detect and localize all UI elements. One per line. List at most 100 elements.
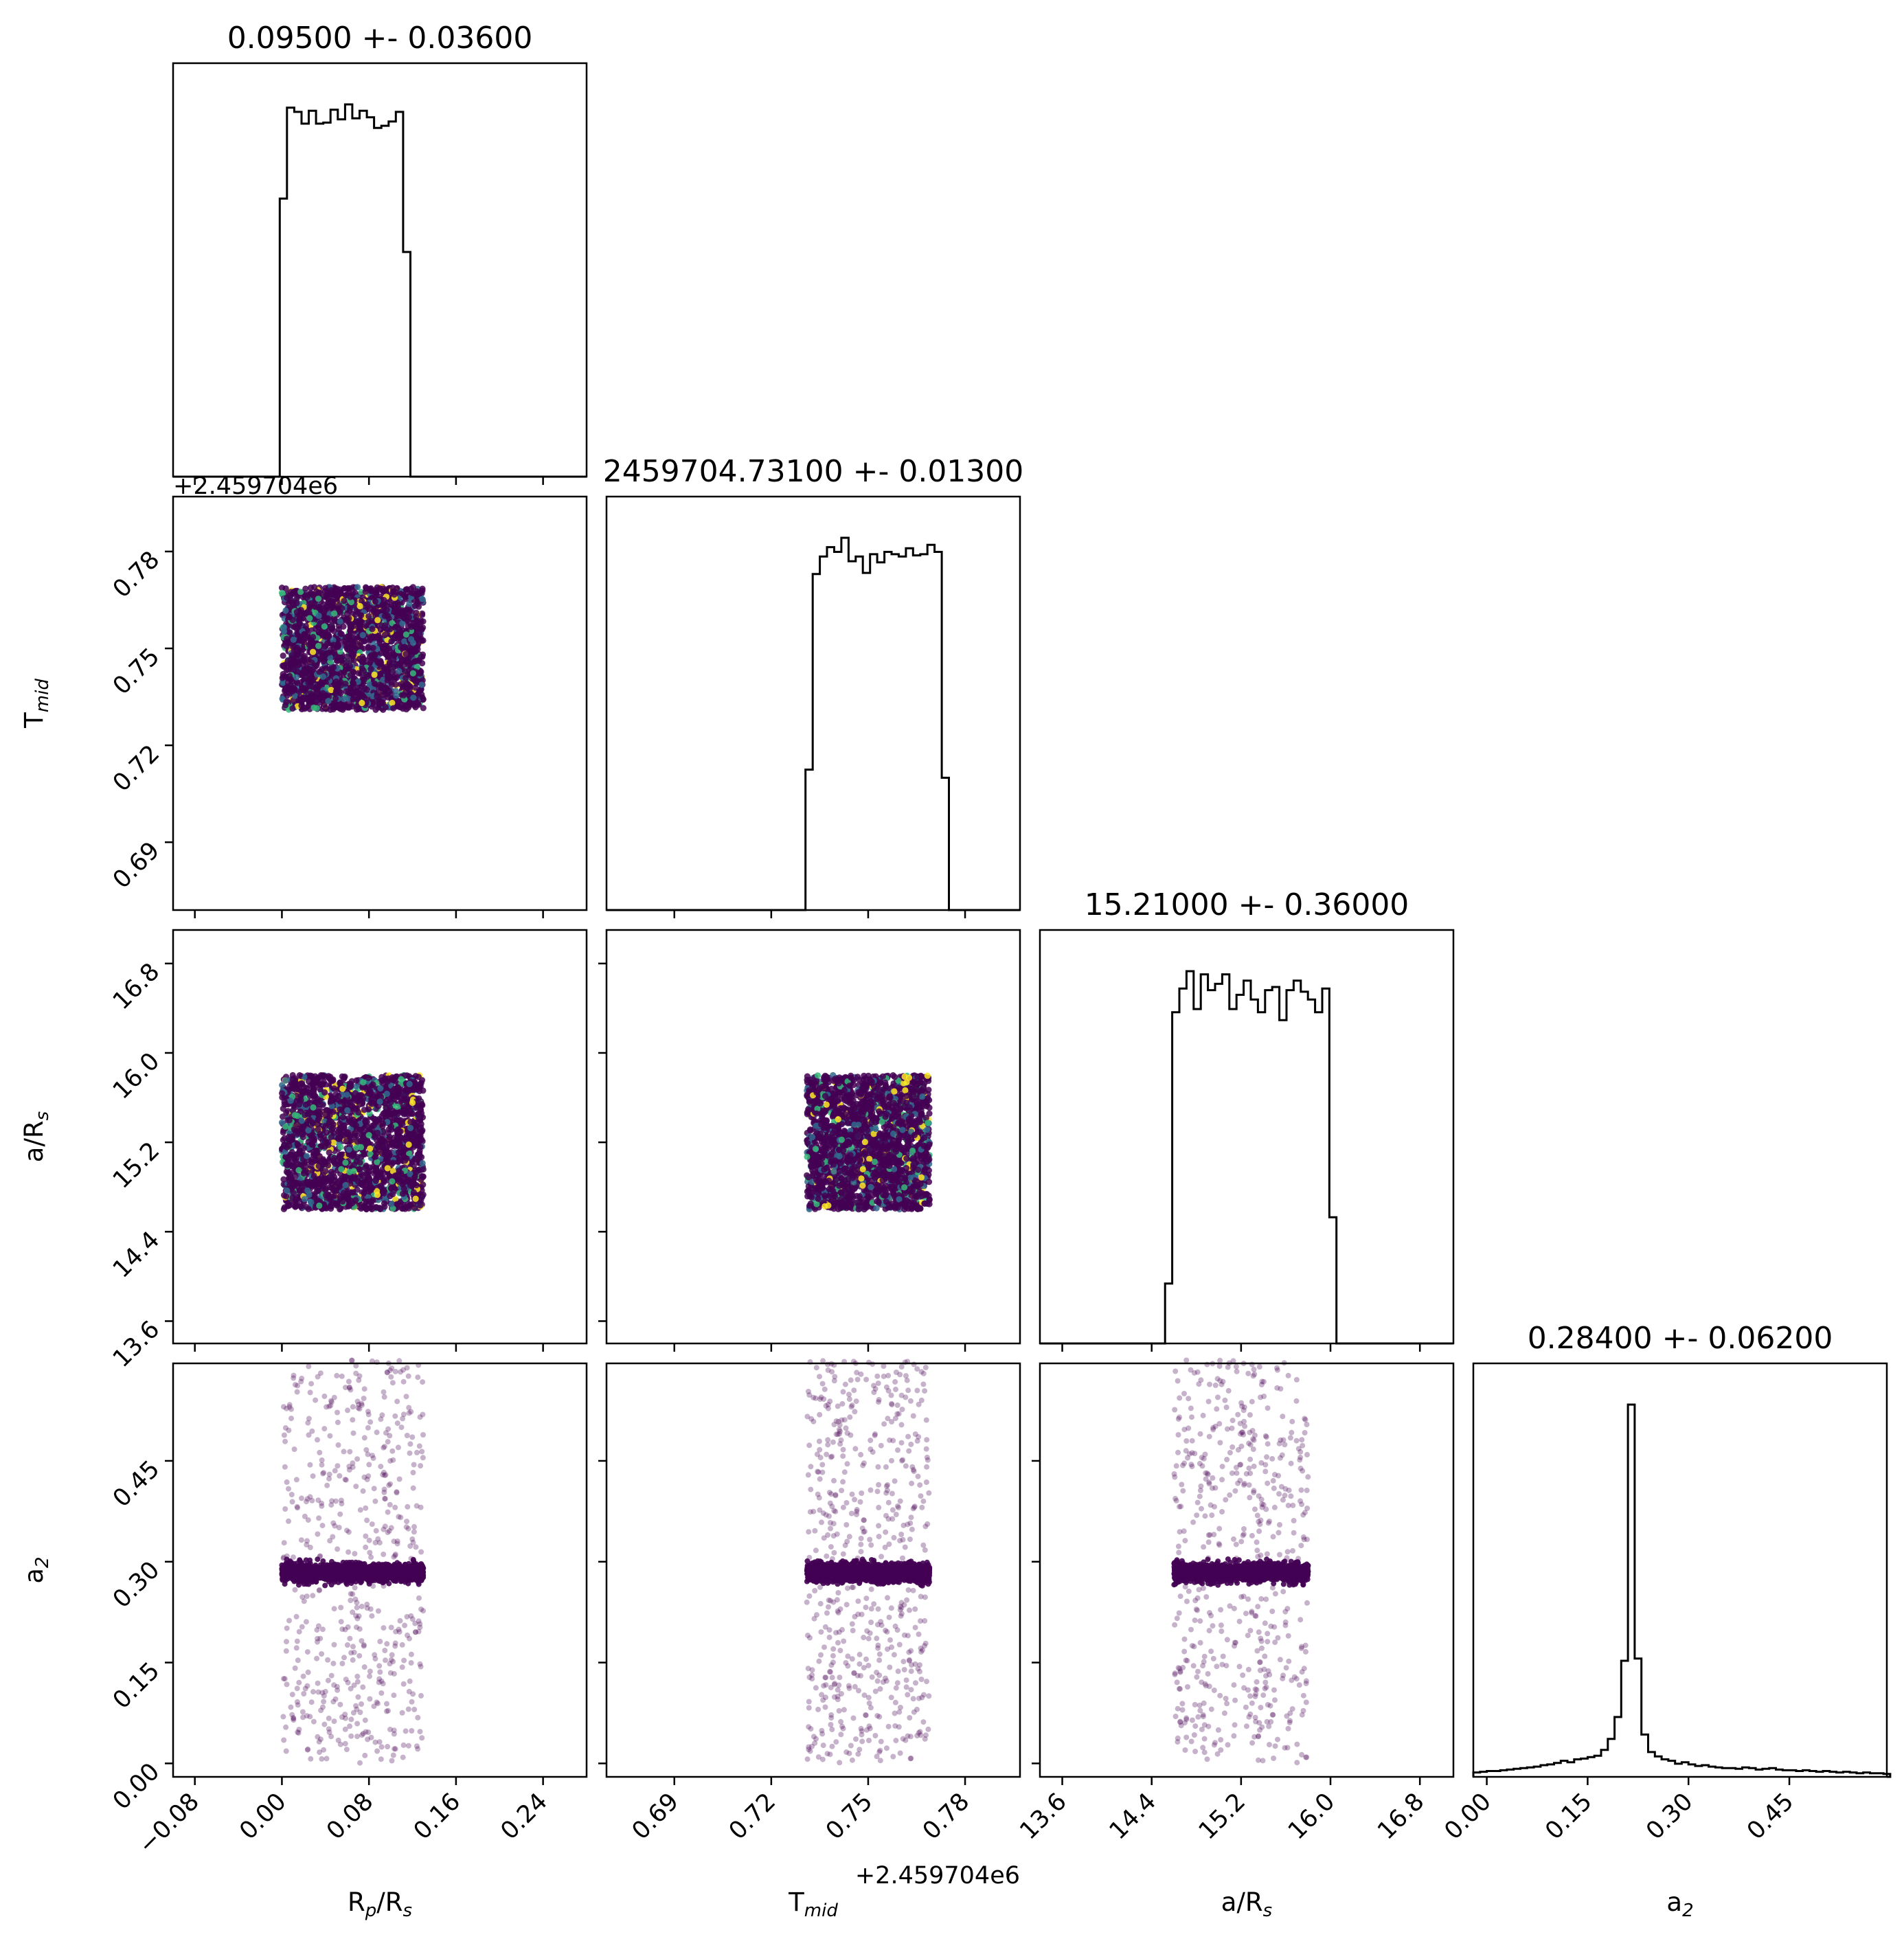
scatter-point	[343, 1128, 350, 1135]
scatter-point	[406, 1177, 413, 1185]
scatter-point	[284, 1144, 291, 1151]
scatter-point	[405, 1141, 412, 1148]
scatter-point	[398, 1135, 405, 1142]
scatter-point	[397, 1117, 405, 1124]
scatter-point	[350, 1150, 356, 1157]
scatter-point	[391, 591, 398, 598]
scatter-point	[361, 1106, 368, 1113]
scatter-point	[286, 1117, 293, 1124]
scatter-point	[310, 1135, 317, 1142]
scatter-point	[350, 652, 357, 659]
scatter-point	[293, 624, 299, 631]
scatter-point	[325, 1192, 332, 1199]
scatter-point	[377, 1085, 384, 1092]
scatter-point	[367, 1100, 374, 1106]
scatter-point	[370, 1081, 376, 1088]
scatter-point	[290, 1201, 297, 1208]
scatter-point	[330, 1157, 337, 1164]
scatter-point	[330, 704, 337, 711]
scatter-point	[352, 1122, 360, 1129]
scatter-point	[361, 668, 367, 674]
scatter-point	[413, 1139, 420, 1146]
scatter-point	[418, 653, 424, 661]
scatter-point	[408, 651, 415, 659]
scatter-point	[329, 1124, 336, 1131]
scatter-point	[409, 1087, 416, 1093]
scatter-point	[331, 610, 338, 617]
scatter-point	[366, 1164, 373, 1171]
scatter-point	[365, 1132, 372, 1139]
scatter-point	[326, 1111, 333, 1119]
scatter-point	[369, 1185, 376, 1192]
scatter-point	[418, 1172, 425, 1180]
scatter-point	[350, 696, 356, 703]
scatter-point	[324, 640, 331, 647]
scatter-point	[401, 638, 408, 645]
scatter-point	[402, 644, 409, 650]
scatter-point	[282, 607, 289, 614]
scatter-point	[289, 1071, 296, 1079]
scatter-point	[313, 705, 320, 712]
scatter-point	[359, 632, 366, 639]
scatter-point	[279, 1090, 286, 1097]
scatter-point	[315, 642, 322, 650]
scatter-point	[374, 690, 381, 696]
scatter-point	[384, 673, 391, 680]
scatter-point	[393, 674, 400, 681]
scatter-point	[405, 614, 413, 621]
scatter-point	[344, 1107, 351, 1114]
scatter-point	[310, 1098, 317, 1104]
scatter-point	[387, 1098, 394, 1106]
scatter-point	[372, 1153, 379, 1160]
scatter-point	[420, 705, 427, 712]
scatter-point	[291, 1155, 298, 1161]
scatter-point	[284, 1187, 291, 1194]
scatter-point	[289, 644, 296, 650]
scatter-point	[326, 1149, 332, 1156]
scatter-point	[420, 1181, 427, 1188]
scatter-point	[302, 688, 309, 695]
scatter-point	[383, 606, 390, 613]
scatter-point	[412, 1195, 419, 1202]
scatter-point	[302, 1088, 308, 1095]
scatter-point	[319, 649, 326, 656]
scatter-point	[310, 1104, 317, 1111]
scatter-point	[284, 635, 291, 642]
scatter-point	[377, 1137, 384, 1144]
scatter-point	[341, 1075, 348, 1082]
scatter-point	[297, 1097, 304, 1104]
scatter-point	[371, 651, 378, 658]
scatter-point	[319, 1157, 326, 1164]
scatter-point	[389, 668, 396, 676]
scatter-point	[415, 1111, 422, 1117]
scatter-point	[310, 1150, 317, 1157]
scatter-point	[337, 618, 343, 625]
scatter-point	[373, 609, 380, 615]
scatter-point	[384, 1165, 391, 1172]
scatter-point	[286, 614, 293, 621]
scatter-point	[361, 1151, 367, 1158]
scatter-point	[411, 602, 418, 609]
scatter-point	[321, 1089, 328, 1096]
scatter-point	[401, 1096, 408, 1104]
scatter-point	[417, 1083, 424, 1090]
scatter-point	[398, 657, 405, 664]
scatter-point	[353, 1077, 360, 1084]
scatter-point	[370, 1122, 378, 1128]
scatter-point	[345, 633, 352, 639]
scatter-point	[367, 1145, 374, 1152]
scatter-point	[396, 668, 403, 674]
scatter-point	[412, 678, 419, 685]
scatter-point	[378, 699, 385, 705]
scatter-point	[288, 656, 295, 663]
scatter-point	[415, 1074, 422, 1080]
scatter-point	[339, 1174, 345, 1181]
scatter-point	[406, 1080, 413, 1087]
scatter-point	[337, 1144, 344, 1150]
scatter-point	[359, 699, 365, 707]
scatter-point	[305, 1205, 312, 1212]
scatter-point	[411, 658, 418, 665]
scatter-point	[297, 1188, 304, 1194]
scatter-point	[283, 1109, 290, 1116]
